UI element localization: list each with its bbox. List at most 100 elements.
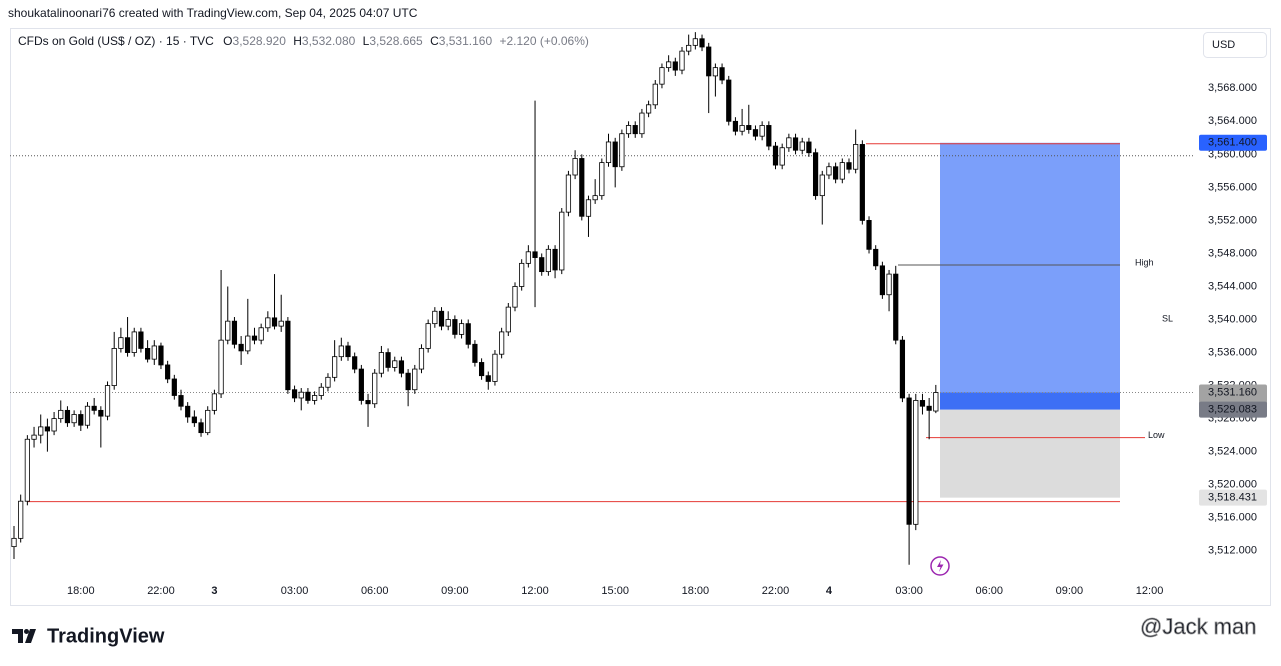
candle-body	[124, 337, 131, 353]
candle-body	[492, 353, 498, 382]
candle-body	[91, 405, 97, 411]
x-tick-label: 12:00	[521, 585, 549, 597]
candle-body	[559, 211, 565, 271]
candle-body	[672, 61, 678, 71]
candle-body	[245, 335, 251, 352]
candle-body	[285, 320, 291, 391]
price-tag-label: 3,561.400	[1208, 137, 1257, 149]
candle-body	[171, 378, 177, 396]
x-tick-label: 09:00	[441, 585, 469, 597]
candle-body	[345, 345, 351, 358]
candle-body	[338, 345, 344, 358]
alert-icon	[930, 556, 950, 576]
candle-body	[839, 162, 845, 180]
candle-body	[111, 348, 117, 386]
candle-body	[238, 343, 244, 352]
candle-body	[325, 376, 331, 388]
candle-body	[772, 145, 779, 166]
candle-body	[138, 331, 144, 349]
candle-body	[425, 323, 431, 349]
candle-body	[38, 426, 44, 436]
candle-body	[485, 375, 491, 382]
candle-body	[398, 360, 405, 374]
candle-body	[225, 320, 231, 341]
candle-body	[318, 386, 324, 396]
candle-body	[933, 392, 939, 412]
candle-body	[71, 414, 77, 424]
y-tick-label: 3,520.000	[1208, 479, 1257, 491]
candle-body	[178, 395, 184, 407]
y-tick-label: 3,548.000	[1208, 247, 1257, 259]
candle-body	[759, 125, 765, 137]
annotation-text: SL	[1162, 314, 1173, 324]
currency[interactable]: USD	[1212, 39, 1235, 51]
candle-body	[579, 158, 585, 217]
y-tick-label: 3,568.000	[1208, 82, 1257, 94]
candle-body	[605, 141, 612, 164]
x-tick-label: 3	[211, 585, 217, 597]
candle-body	[158, 345, 164, 366]
candle-body	[666, 61, 672, 69]
candle-body	[739, 125, 745, 132]
annotation-text: High	[1135, 257, 1154, 267]
candle-body	[205, 409, 211, 434]
candle-body	[84, 405, 91, 426]
y-tick-label: 3,516.000	[1208, 512, 1257, 524]
candle-body	[358, 368, 364, 401]
candle-body	[919, 400, 926, 407]
candle-body	[879, 265, 885, 296]
x-tick-label: 4	[826, 585, 833, 597]
candle-body	[746, 125, 752, 130]
candle-body	[679, 50, 685, 71]
symbol: CFDs on Gold (US$ / OZ) · 15 · TVC	[18, 34, 214, 48]
candle-body	[866, 220, 872, 250]
candle-body	[686, 44, 692, 52]
candle-body	[726, 79, 732, 122]
candle-body	[639, 112, 645, 135]
candle-body	[11, 537, 17, 548]
candle-body	[191, 416, 197, 424]
candle-body	[438, 310, 445, 327]
candle-body	[659, 67, 665, 85]
candle-body	[572, 158, 578, 176]
candle-body	[532, 251, 538, 258]
candle-body	[265, 317, 271, 329]
candle-body	[519, 262, 525, 287]
candle-body	[31, 434, 37, 440]
candle-body	[385, 352, 391, 368]
legend-key: O	[223, 34, 232, 48]
candle-body	[305, 391, 311, 401]
y-tick-label: 3,540.000	[1208, 313, 1257, 325]
candle-body	[372, 372, 378, 405]
candle-body	[218, 339, 224, 395]
y-tick-label: 3,544.000	[1208, 280, 1257, 292]
y-tick-label: 3,564.000	[1208, 115, 1257, 127]
candle-body	[712, 67, 718, 77]
candle-body	[552, 248, 558, 271]
legend-key: H	[293, 34, 302, 48]
watermark: @Jack man	[1140, 614, 1256, 639]
candle-body	[185, 405, 191, 418]
candle-body	[625, 125, 632, 135]
candle-body	[58, 409, 64, 420]
candle-body	[151, 345, 157, 360]
x-tick-label: 18:00	[67, 585, 95, 597]
x-tick-label: 18:00	[682, 585, 710, 597]
y-tick-label: 3,524.000	[1208, 446, 1257, 458]
candle-body	[44, 426, 51, 432]
candle-body	[585, 199, 592, 217]
candle-body	[766, 125, 772, 147]
candle-body	[779, 147, 785, 166]
x-tick-label: 22:00	[762, 585, 790, 597]
candle-body	[612, 141, 618, 168]
currency-button[interactable]	[1203, 32, 1267, 58]
candle-body	[392, 360, 398, 368]
candle-body	[719, 67, 725, 81]
candle-body	[599, 162, 605, 197]
candles	[11, 32, 939, 565]
candle-body	[792, 137, 799, 151]
candle-body	[145, 348, 151, 360]
candle-body	[311, 395, 318, 401]
legend: CFDs on Gold (US$ / OZ) · 15 · TVC O 3,52…	[18, 34, 589, 48]
legend-value: 3,528.665	[369, 34, 423, 48]
